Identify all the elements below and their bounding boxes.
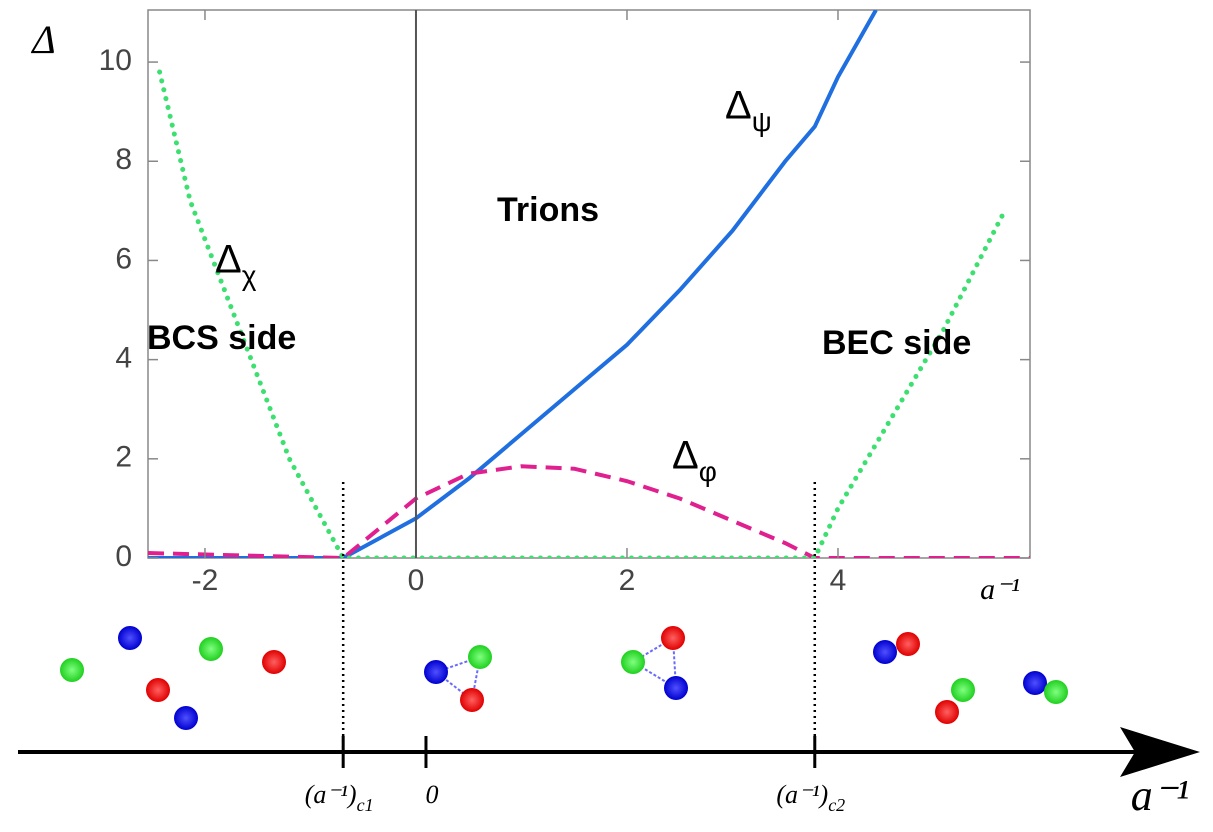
subscript: φ [699, 456, 717, 487]
particle [146, 678, 170, 702]
subscript: c2 [828, 795, 845, 815]
y-tick-label: 10 [99, 44, 132, 77]
schematic-axis-label: a⁻¹ [1131, 771, 1189, 820]
series-label: Δψ [725, 84, 772, 137]
particle [1044, 680, 1068, 704]
plot-frame [147, 9, 1031, 559]
schematic-label: (a⁻¹)c2 [776, 780, 845, 815]
particles [60, 626, 1068, 730]
particle [468, 645, 492, 669]
y-tick-label: 4 [115, 342, 132, 375]
subscript: c1 [357, 795, 374, 815]
particle [60, 658, 84, 682]
x-tick-label: 2 [619, 564, 636, 597]
subscript: χ [242, 260, 257, 291]
particle [199, 637, 223, 661]
particle [873, 640, 897, 664]
bond [632, 636, 678, 690]
series-line [148, 464, 1030, 558]
particle [460, 688, 484, 712]
y-axis-label: Δ [30, 17, 55, 62]
particle [1023, 671, 1047, 695]
particle [935, 700, 959, 724]
y-tick-label: 2 [115, 441, 132, 474]
annotation: BEC side [822, 324, 971, 362]
series-label: Δφ [672, 434, 717, 487]
plot-area [148, 10, 1030, 558]
schematic-label: 0 [425, 780, 438, 809]
particle [262, 650, 286, 674]
x-axis-label: a⁻¹ [980, 573, 1020, 606]
subscript: ψ [752, 106, 772, 137]
arrow-head [1120, 727, 1200, 777]
series-line [148, 10, 878, 558]
y-tick-label: 8 [115, 143, 132, 176]
annotation: Trions [497, 191, 599, 229]
particle [664, 676, 688, 700]
x-tick-label: -2 [192, 564, 219, 597]
particle [896, 632, 920, 656]
annotation: BCS side [147, 319, 296, 357]
particle [951, 678, 975, 702]
particle [118, 626, 142, 650]
x-tick-label: 0 [408, 564, 425, 597]
particle [174, 706, 198, 730]
schematic-label: (a⁻¹)c1 [305, 780, 374, 815]
x-tick-label: 4 [830, 564, 847, 597]
particle [661, 626, 685, 650]
y-tick-label: 0 [115, 540, 132, 573]
particle [424, 660, 448, 684]
series-line [157, 69, 1008, 558]
particle [621, 650, 645, 674]
y-tick-label: 6 [115, 242, 132, 275]
